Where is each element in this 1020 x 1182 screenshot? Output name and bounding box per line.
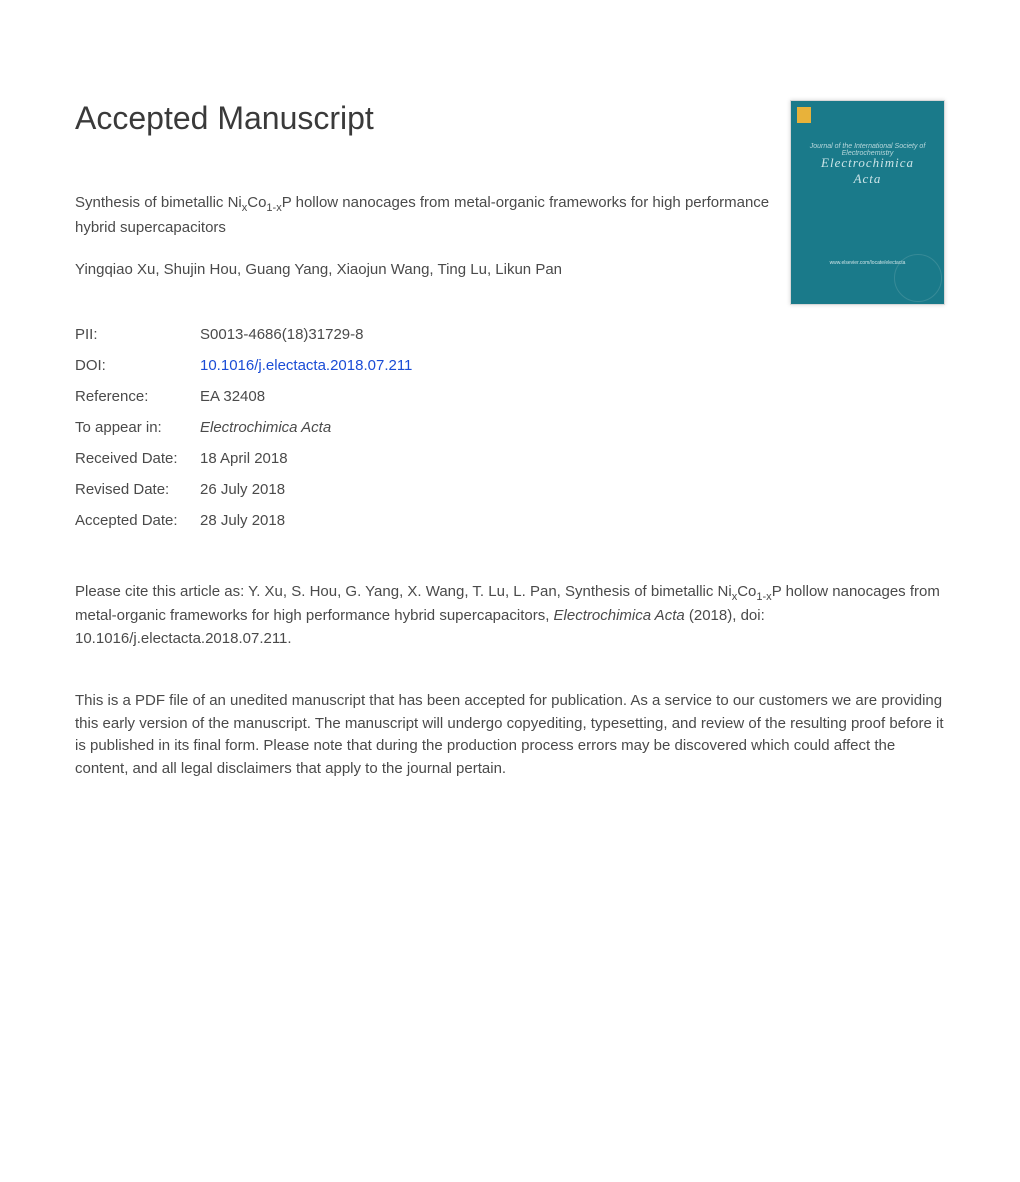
- pii-value: S0013-4686(18)31729-8: [200, 326, 363, 343]
- citation-mid1: Co: [737, 583, 756, 600]
- reference-value: EA 32408: [200, 388, 265, 405]
- authors-line: Yingqiao Xu, Shujin Hou, Guang Yang, Xia…: [75, 261, 770, 278]
- appear-label: To appear in:: [75, 419, 200, 436]
- title-sub2: 1-x: [266, 202, 281, 214]
- meta-row-doi: DOI: 10.1016/j.electacta.2018.07.211: [75, 357, 945, 374]
- meta-row-pii: PII: S0013-4686(18)31729-8: [75, 326, 945, 343]
- citation-paragraph: Please cite this article as: Y. Xu, S. H…: [75, 581, 945, 651]
- received-value: 18 April 2018: [200, 450, 288, 467]
- citation-sub2: 1-x: [756, 591, 771, 603]
- title-block: Accepted Manuscript Synthesis of bimetal…: [75, 100, 790, 326]
- reference-label: Reference:: [75, 388, 200, 405]
- pii-label: PII:: [75, 326, 200, 343]
- cover-title-line1: Electrochimica: [821, 155, 914, 170]
- meta-row-received: Received Date: 18 April 2018: [75, 450, 945, 467]
- cover-title-line2: Acta: [854, 171, 882, 186]
- appear-value: Electrochimica Acta: [200, 419, 331, 436]
- header-row: Accepted Manuscript Synthesis of bimetal…: [75, 100, 945, 326]
- doi-link[interactable]: 10.1016/j.electacta.2018.07.211: [200, 357, 412, 374]
- meta-row-accepted: Accepted Date: 28 July 2018: [75, 512, 945, 529]
- paper-title: Synthesis of bimetallic NixCo1-xP hollow…: [75, 192, 770, 239]
- revised-value: 26 July 2018: [200, 481, 285, 498]
- cover-title: Electrochimica Acta: [791, 155, 944, 186]
- title-pre: Synthesis of bimetallic Ni: [75, 194, 242, 211]
- title-mid1: Co: [247, 194, 266, 211]
- received-label: Received Date:: [75, 450, 200, 467]
- cover-globe-icon: [894, 254, 942, 302]
- disclaimer-paragraph: This is a PDF file of an unedited manusc…: [75, 690, 945, 780]
- accepted-label: Accepted Date:: [75, 512, 200, 529]
- journal-cover-thumbnail: Journal of the International Society of …: [790, 100, 945, 305]
- citation-pre: Please cite this article as: Y. Xu, S. H…: [75, 583, 732, 600]
- meta-row-reference: Reference: EA 32408: [75, 388, 945, 405]
- revised-label: Revised Date:: [75, 481, 200, 498]
- elsevier-logo-icon: [797, 107, 811, 123]
- meta-row-revised: Revised Date: 26 July 2018: [75, 481, 945, 498]
- accepted-value: 28 July 2018: [200, 512, 285, 529]
- meta-row-appear: To appear in: Electrochimica Acta: [75, 419, 945, 436]
- accepted-manuscript-heading: Accepted Manuscript: [75, 100, 770, 137]
- metadata-table: PII: S0013-4686(18)31729-8 DOI: 10.1016/…: [75, 326, 945, 529]
- citation-journal: Electrochimica Acta: [554, 607, 685, 624]
- doi-label: DOI:: [75, 357, 200, 374]
